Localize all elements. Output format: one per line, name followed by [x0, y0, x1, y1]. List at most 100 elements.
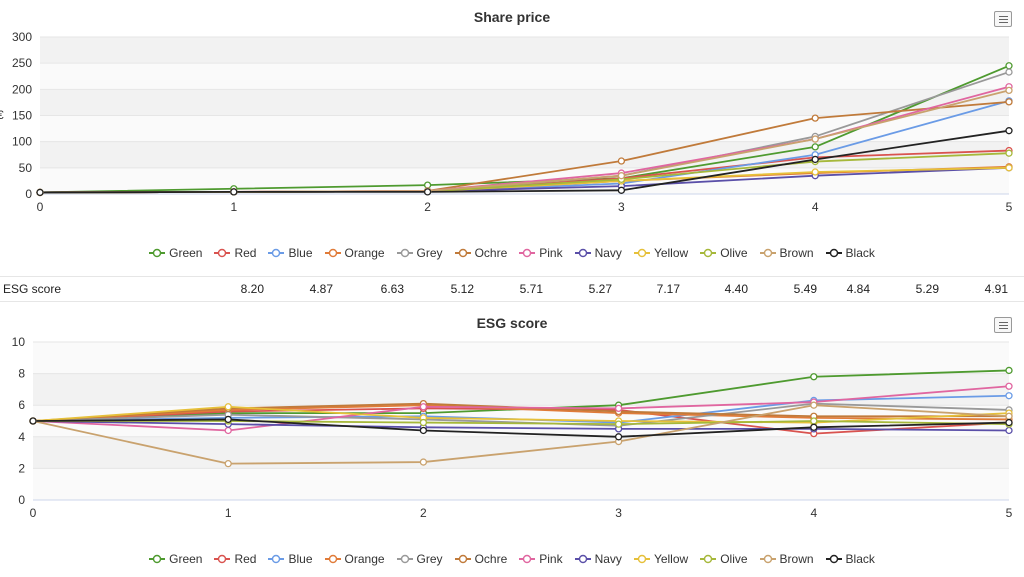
menu-icon-bar: [998, 327, 1008, 329]
legend-marker-icon: [454, 554, 471, 564]
share-price-data-point-ochre[interactable]: [617, 157, 626, 165]
share-price-legend-item-pink[interactable]: Pink: [519, 246, 563, 260]
esg-score-legend-item-ochre[interactable]: Ochre: [454, 552, 508, 566]
esg-score-legend-item-navy[interactable]: Navy: [574, 552, 622, 566]
share-price-plot: 0 50 100 150 200 250 300 0 1 2 3 4 5: [12, 30, 1013, 214]
chart-menu-button[interactable]: [994, 11, 1012, 27]
share-price-x-tick-label: 5: [1006, 200, 1013, 214]
esg-score-data-point-black[interactable]: [614, 433, 623, 441]
share-price-y-tick-label: 150: [12, 109, 32, 123]
share-price-legend-item-ochre[interactable]: Ochre: [454, 246, 507, 260]
share-price-data-point-yellow[interactable]: [811, 168, 819, 176]
legend-marker-icon: [396, 554, 413, 564]
esg-score-data-point-green[interactable]: [1005, 366, 1013, 375]
esg-score-data-point-brown[interactable]: [1005, 412, 1013, 420]
esg-score-series-line-olive[interactable]: [33, 420, 1010, 426]
esg-score-data-point-brown[interactable]: [419, 458, 428, 466]
share-price-legend-item-red[interactable]: Red: [214, 246, 256, 260]
esg-score-data-point-brown[interactable]: [224, 460, 232, 468]
share-price-legend-item-orange[interactable]: Orange: [324, 246, 385, 260]
legend-label: Navy: [594, 552, 622, 566]
share-price-legend-item-grey[interactable]: Grey: [396, 246, 443, 260]
esg-score-legend-item-red[interactable]: Red: [214, 552, 256, 566]
esg-score-data-point-black[interactable]: [1005, 418, 1013, 427]
esg-score-title: ESG score: [476, 315, 548, 331]
share-price-legend-item-navy[interactable]: Navy: [574, 246, 622, 260]
legend-marker-icon: [700, 554, 717, 564]
esg-score-data-point-olive[interactable]: [419, 418, 428, 427]
share-price-data-point-ochre[interactable]: [811, 114, 819, 122]
esg-score-data-point-olive[interactable]: [810, 417, 818, 425]
share-price-legend-item-blue[interactable]: Blue: [268, 246, 313, 260]
share-price-y-tick-label: 100: [12, 135, 32, 149]
share-price-data-point-grey[interactable]: [1005, 68, 1013, 76]
legend-label: Ochre: [474, 552, 508, 566]
esg-score-legend-item-grey[interactable]: Grey: [396, 552, 443, 566]
share-price-data-point-green[interactable]: [1005, 62, 1013, 70]
esg-score-legend-item-pink[interactable]: Pink: [519, 552, 563, 566]
esg-score-legend-item-black[interactable]: Black: [825, 552, 875, 566]
esg-score-series-line-brown[interactable]: [32, 404, 1010, 465]
esg-score-value: 6.63: [380, 282, 404, 296]
esg-score-data-point-pink[interactable]: [614, 404, 623, 413]
esg-score-row: ESG score 8.20 4.87 6.63 5.12 5.71 5.27 7.17 4.…: [0, 276, 1024, 302]
esg-score-legend-item-orange[interactable]: Orange: [324, 552, 385, 566]
share-price-data-point-brown[interactable]: [811, 135, 819, 143]
esg-score-data-point-yellow[interactable]: [224, 403, 232, 411]
esg-score-legend-item-green[interactable]: Green: [149, 552, 202, 566]
legend-marker-icon: [519, 248, 536, 258]
esg-score-data-point-brown[interactable]: [810, 401, 818, 409]
legend-label: Green: [169, 552, 203, 566]
share-price-data-point-ochre[interactable]: [1005, 98, 1013, 106]
esg-score-data-point-navy[interactable]: [1005, 426, 1013, 435]
share-price-legend-item-olive[interactable]: Olive: [700, 246, 748, 260]
share-price-data-point-green[interactable]: [811, 143, 819, 151]
esg-score-legend-item-brown[interactable]: Brown: [759, 552, 814, 566]
esg-score-data-point-black[interactable]: [810, 423, 818, 431]
share-price-data-point-black[interactable]: [811, 155, 819, 164]
share-price-series-line-black[interactable]: [39, 129, 1010, 194]
share-price-data-point-olive[interactable]: [1005, 149, 1013, 157]
menu-icon-bar: [998, 15, 1008, 17]
legend-marker-icon: [633, 248, 650, 258]
share-price-y-tick-label: 300: [12, 30, 32, 44]
esg-score-legend-item-yellow[interactable]: Yellow: [633, 552, 688, 566]
plot-band: [33, 373, 1009, 406]
esg-score-data-point-pink[interactable]: [419, 403, 428, 411]
esg-score-legend-item-olive[interactable]: Olive: [700, 552, 748, 566]
chart-menu-button[interactable]: [994, 317, 1012, 333]
share-price-data-point-black[interactable]: [423, 188, 432, 196]
share-price-data-point-black[interactable]: [617, 186, 626, 194]
esg-score-legend-item-blue[interactable]: Blue: [268, 552, 313, 566]
share-price-data-point-black[interactable]: [36, 188, 44, 197]
esg-score-data-point-pink[interactable]: [224, 426, 232, 435]
esg-score-data-point-green[interactable]: [810, 373, 818, 381]
esg-score-series-line-orange[interactable]: [32, 404, 1010, 422]
share-price-legend-item-black[interactable]: Black: [825, 246, 875, 260]
legend-marker-icon: [396, 248, 413, 258]
share-price-data-point-yellow[interactable]: [1005, 164, 1013, 172]
esg-score-data-point-blue[interactable]: [1005, 392, 1013, 400]
legend-label: Navy: [594, 246, 622, 260]
share-price-data-point-black[interactable]: [1005, 127, 1013, 135]
share-price-title: Share price: [473, 9, 551, 25]
esg-score-series-line-pink[interactable]: [32, 385, 1010, 432]
esg-score-data-point-black[interactable]: [29, 417, 37, 425]
share-price-data-point-green[interactable]: [423, 181, 432, 189]
esg-score-data-point-black[interactable]: [224, 415, 232, 424]
esg-score-data-point-pink[interactable]: [1005, 382, 1013, 390]
legend-label: Red: [234, 552, 257, 566]
esg-score-value: 5.49: [793, 282, 817, 296]
esg-score-data-point-black[interactable]: [419, 426, 428, 435]
share-price-data-point-black[interactable]: [230, 188, 238, 196]
share-price-data-point-brown[interactable]: [1005, 86, 1013, 95]
share-price-data-point-brown[interactable]: [617, 172, 626, 180]
share-price-legend-item-yellow[interactable]: Yellow: [633, 246, 689, 260]
esg-score-value: 5.12: [450, 282, 474, 296]
esg-score-series-line-navy[interactable]: [32, 420, 1010, 432]
legend-label: Yellow: [653, 246, 689, 260]
esg-score-data-point-olive[interactable]: [614, 420, 623, 428]
share-price-legend-item-brown[interactable]: Brown: [759, 246, 814, 260]
esg-score-series-line-black[interactable]: [32, 418, 1010, 438]
share-price-legend-item-green[interactable]: Green: [149, 246, 202, 260]
